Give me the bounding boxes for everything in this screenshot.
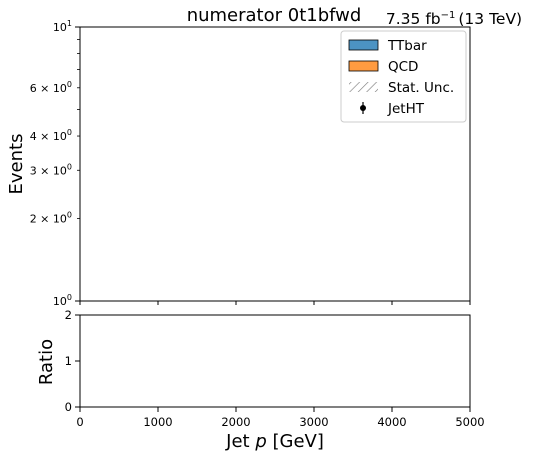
- legend-label-ttbar: TTbar: [387, 38, 427, 54]
- legend: TTbar QCD Stat. Unc. JetHT: [340, 30, 467, 123]
- legend-swatch-stat-unc: [349, 82, 378, 92]
- ratio-y-tick-label: 2: [65, 308, 72, 322]
- legend-entry-stat-unc: Stat. Unc.: [349, 80, 454, 96]
- main-y-tick-label: 100: [53, 293, 72, 308]
- x-axis-label: Jet p [GeV]: [225, 431, 324, 452]
- chart-title: numerator 0t1bfwd: [187, 5, 362, 26]
- legend-marker-jetht: [360, 105, 366, 111]
- legend-label-jetht: JetHT: [387, 101, 425, 117]
- main-y-tick-label: 2 × 100: [30, 211, 72, 226]
- main-y-tick-label: 6 × 100: [30, 80, 72, 95]
- legend-entry-qcd: QCD: [348, 59, 418, 75]
- main-y-tick-label: 3 × 100: [30, 162, 72, 177]
- main-x-ticks: [79, 301, 471, 305]
- main-panel: numerator 0t1bfwd 7.35 fb−1 (13 TeV) 1001…: [6, 5, 522, 308]
- x-tick-label: 4000: [377, 415, 406, 429]
- x-tick-label: 2000: [221, 415, 250, 429]
- legend-label-stat-unc: Stat. Unc.: [388, 80, 454, 96]
- ratio-y-label: Ratio: [36, 339, 57, 385]
- legend-swatch-qcd: [348, 60, 379, 72]
- main-y-label: Events: [6, 134, 27, 195]
- main-y-tick-label: 101: [53, 19, 72, 34]
- ratio-y-axis: 0 1 2: [65, 308, 80, 414]
- lumi-label: 7.35 fb−1 (13 TeV): [386, 10, 522, 28]
- legend-entry-jetht: JetHT: [360, 101, 425, 117]
- main-plot-area: [79, 26, 471, 302]
- main-y-tick-label: 4 × 100: [30, 128, 72, 143]
- ratio-panel: 0 1 2 0 1000 2000 3000 4000 5000 Ratio Jet p [G…: [36, 301, 485, 452]
- x-tick-label: 3000: [299, 415, 328, 429]
- legend-entry-ttbar: TTbar: [348, 38, 427, 54]
- legend-label-qcd: QCD: [388, 59, 418, 75]
- ratio-y-tick-label: 1: [65, 354, 72, 368]
- ratio-y-tick-label: 0: [65, 400, 72, 414]
- ratio-plot-area: [79, 314, 471, 408]
- x-tick-label: 0: [76, 415, 83, 429]
- x-tick-label: 5000: [455, 415, 484, 429]
- legend-swatch-ttbar: [348, 39, 379, 51]
- legend-frame: [340, 30, 467, 123]
- main-y-axis: 100 101 2 × 100 3 × 100 4 × 100 6 × 100: [30, 19, 80, 308]
- x-tick-label: 1000: [143, 415, 172, 429]
- ratio-x-axis: 0 1000 2000 3000 4000 5000: [76, 407, 485, 429]
